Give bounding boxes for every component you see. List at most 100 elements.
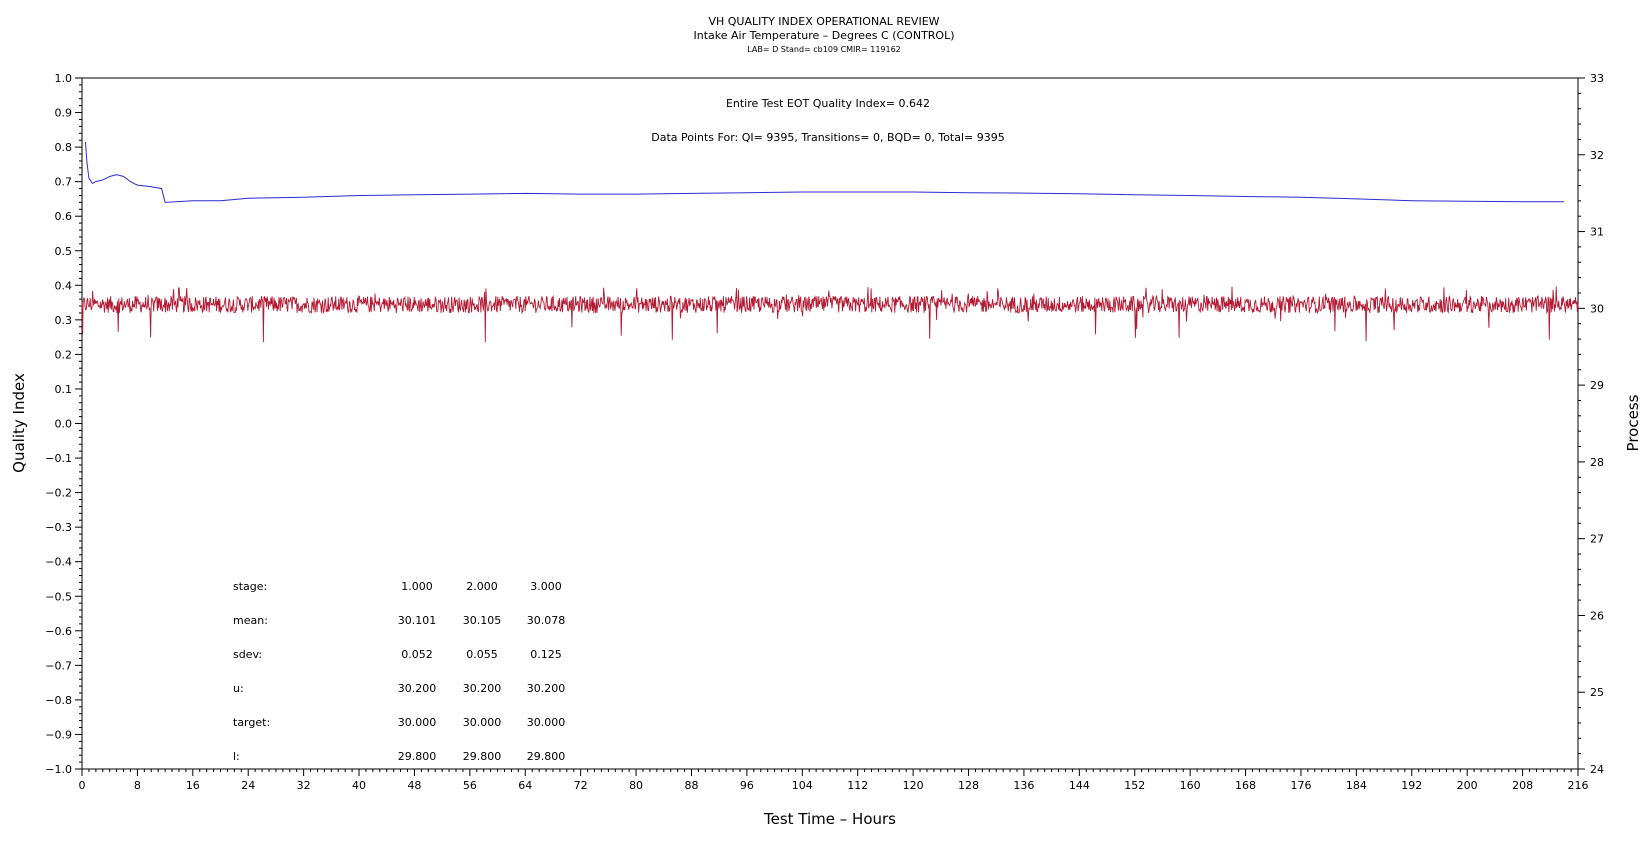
y-left-tick-label: 0.6 <box>55 210 73 223</box>
quality-index-line <box>85 141 1565 203</box>
stats-row-label: l: <box>233 750 240 763</box>
process-line <box>81 286 1579 343</box>
x-tick-label: 216 <box>1568 779 1589 792</box>
x-tick-label: 0 <box>79 779 86 792</box>
x-tick-label: 200 <box>1457 779 1478 792</box>
stats-row-label: u: <box>233 682 244 695</box>
y-right-tick-label: 24 <box>1590 763 1604 776</box>
stats-cell: 1.000 <box>401 580 433 593</box>
y-left-tick-label: 0.7 <box>55 176 73 189</box>
y-left-tick-label: −0.3 <box>45 521 72 534</box>
y-left-tick-label: 0.9 <box>55 107 73 120</box>
x-tick-label: 104 <box>792 779 813 792</box>
stats-cell: 30.200 <box>527 682 566 695</box>
y-axis-left: 1.0 0.9 0.8 0.7 0.6 0.5 0.4 0.3 0.2 0.1 0.0 −0.1 −0.… <box>45 72 82 776</box>
stats-row-label: mean: <box>233 614 268 627</box>
x-tick-label: 64 <box>518 779 532 792</box>
x-axis: 0 8 16 24 32 40 48 56 64 72 80 88 96 104 112 120 128 136 1… <box>79 769 1589 792</box>
y-left-tick-label: −0.7 <box>45 659 72 672</box>
stats-cell: 30.105 <box>463 614 502 627</box>
chart-title: VH QUALITY INDEX OPERATIONAL REVIEW <box>708 15 939 28</box>
stats-table: stage: 1.000 2.000 3.000 mean: 30.101 30.105 30… <box>233 580 565 763</box>
stats-cell: 30.000 <box>463 716 502 729</box>
x-tick-label: 176 <box>1290 779 1311 792</box>
x-tick-label: 168 <box>1235 779 1256 792</box>
stats-cell: 29.800 <box>463 750 502 763</box>
x-tick-label: 8 <box>134 779 141 792</box>
x-tick-label: 96 <box>740 779 754 792</box>
y-right-tick-label: 33 <box>1590 72 1604 85</box>
stats-row-label: stage: <box>233 580 267 593</box>
x-tick-label: 24 <box>241 779 255 792</box>
stats-cell: 30.000 <box>398 716 437 729</box>
y-left-tick-label: −0.4 <box>45 556 72 569</box>
y-right-tick-label: 25 <box>1590 686 1604 699</box>
stats-cell: 0.052 <box>401 648 433 661</box>
y-left-tick-label: 0.5 <box>55 245 73 258</box>
stats-cell: 30.200 <box>463 682 502 695</box>
chart-subtitle-2: LAB= D Stand= cb109 CMIR= 119162 <box>747 45 901 54</box>
stats-cell: 30.000 <box>527 716 566 729</box>
y-axis-right-label: Process <box>1624 394 1642 451</box>
y-left-tick-label: −0.2 <box>45 487 72 500</box>
x-tick-label: 88 <box>684 779 698 792</box>
y-left-tick-label: −0.1 <box>45 452 72 465</box>
x-tick-label: 32 <box>297 779 311 792</box>
y-left-tick-label: −0.6 <box>45 625 72 638</box>
x-tick-label: 136 <box>1013 779 1034 792</box>
x-tick-label: 144 <box>1069 779 1090 792</box>
y-left-tick-label: −0.8 <box>45 694 72 707</box>
x-tick-label: 208 <box>1512 779 1533 792</box>
y-left-tick-label: 0.4 <box>55 279 73 292</box>
x-tick-label: 112 <box>847 779 868 792</box>
y-left-tick-label: −1.0 <box>45 763 72 776</box>
y-right-tick-label: 26 <box>1590 609 1604 622</box>
y-right-tick-label: 30 <box>1590 302 1604 315</box>
stats-cell: 0.125 <box>530 648 562 661</box>
y-right-tick-label: 29 <box>1590 379 1604 392</box>
y-left-tick-label: −0.5 <box>45 590 72 603</box>
x-tick-label: 152 <box>1124 779 1145 792</box>
y-left-tick-label: 0.0 <box>55 418 73 431</box>
y-right-tick-label: 32 <box>1590 149 1604 162</box>
x-tick-label: 192 <box>1401 779 1422 792</box>
x-tick-label: 80 <box>629 779 643 792</box>
y-left-tick-label: 0.1 <box>55 383 73 396</box>
stats-cell: 29.800 <box>527 750 566 763</box>
x-tick-label: 56 <box>463 779 477 792</box>
process-series <box>81 286 1579 343</box>
y-left-tick-label: 0.8 <box>55 141 73 154</box>
chart-subtitle: Intake Air Temperature – Degrees C (CONT… <box>693 29 954 42</box>
stats-row-label: sdev: <box>233 648 262 661</box>
stats-cell: 3.000 <box>530 580 562 593</box>
plot-area <box>81 77 1579 770</box>
annotation-data-points: Data Points For: QI= 9395, Transitions= … <box>651 131 1005 144</box>
x-tick-label: 40 <box>352 779 366 792</box>
stats-cell: 30.078 <box>527 614 566 627</box>
y-right-tick-label: 27 <box>1590 533 1604 546</box>
x-axis-label: Test Time – Hours <box>763 810 896 828</box>
y-left-tick-label: −0.9 <box>45 728 72 741</box>
x-tick-label: 184 <box>1346 779 1367 792</box>
quality-index-series <box>85 141 1565 203</box>
x-tick-label: 16 <box>186 779 200 792</box>
annotation-eot: Entire Test EOT Quality Index= 0.642 <box>726 97 930 110</box>
y-right-tick-label: 31 <box>1590 226 1604 239</box>
y-left-tick-label: 0.2 <box>55 348 73 361</box>
x-tick-label: 120 <box>903 779 924 792</box>
y-left-tick-label: 1.0 <box>55 72 73 85</box>
stats-cell: 0.055 <box>466 648 498 661</box>
y-axis-left-label: Quality Index <box>10 373 28 473</box>
stats-cell: 30.200 <box>398 682 437 695</box>
x-tick-label: 128 <box>958 779 979 792</box>
stats-row-label: target: <box>233 716 270 729</box>
y-axis-right: 33 32 31 30 29 28 27 26 25 24 <box>1578 72 1604 776</box>
x-tick-label: 160 <box>1180 779 1201 792</box>
y-left-tick-label: 0.3 <box>55 314 73 327</box>
x-tick-label: 48 <box>407 779 421 792</box>
y-right-tick-label: 28 <box>1590 456 1604 469</box>
stats-cell: 29.800 <box>398 750 437 763</box>
x-tick-label: 72 <box>574 779 588 792</box>
stats-cell: 30.101 <box>398 614 437 627</box>
